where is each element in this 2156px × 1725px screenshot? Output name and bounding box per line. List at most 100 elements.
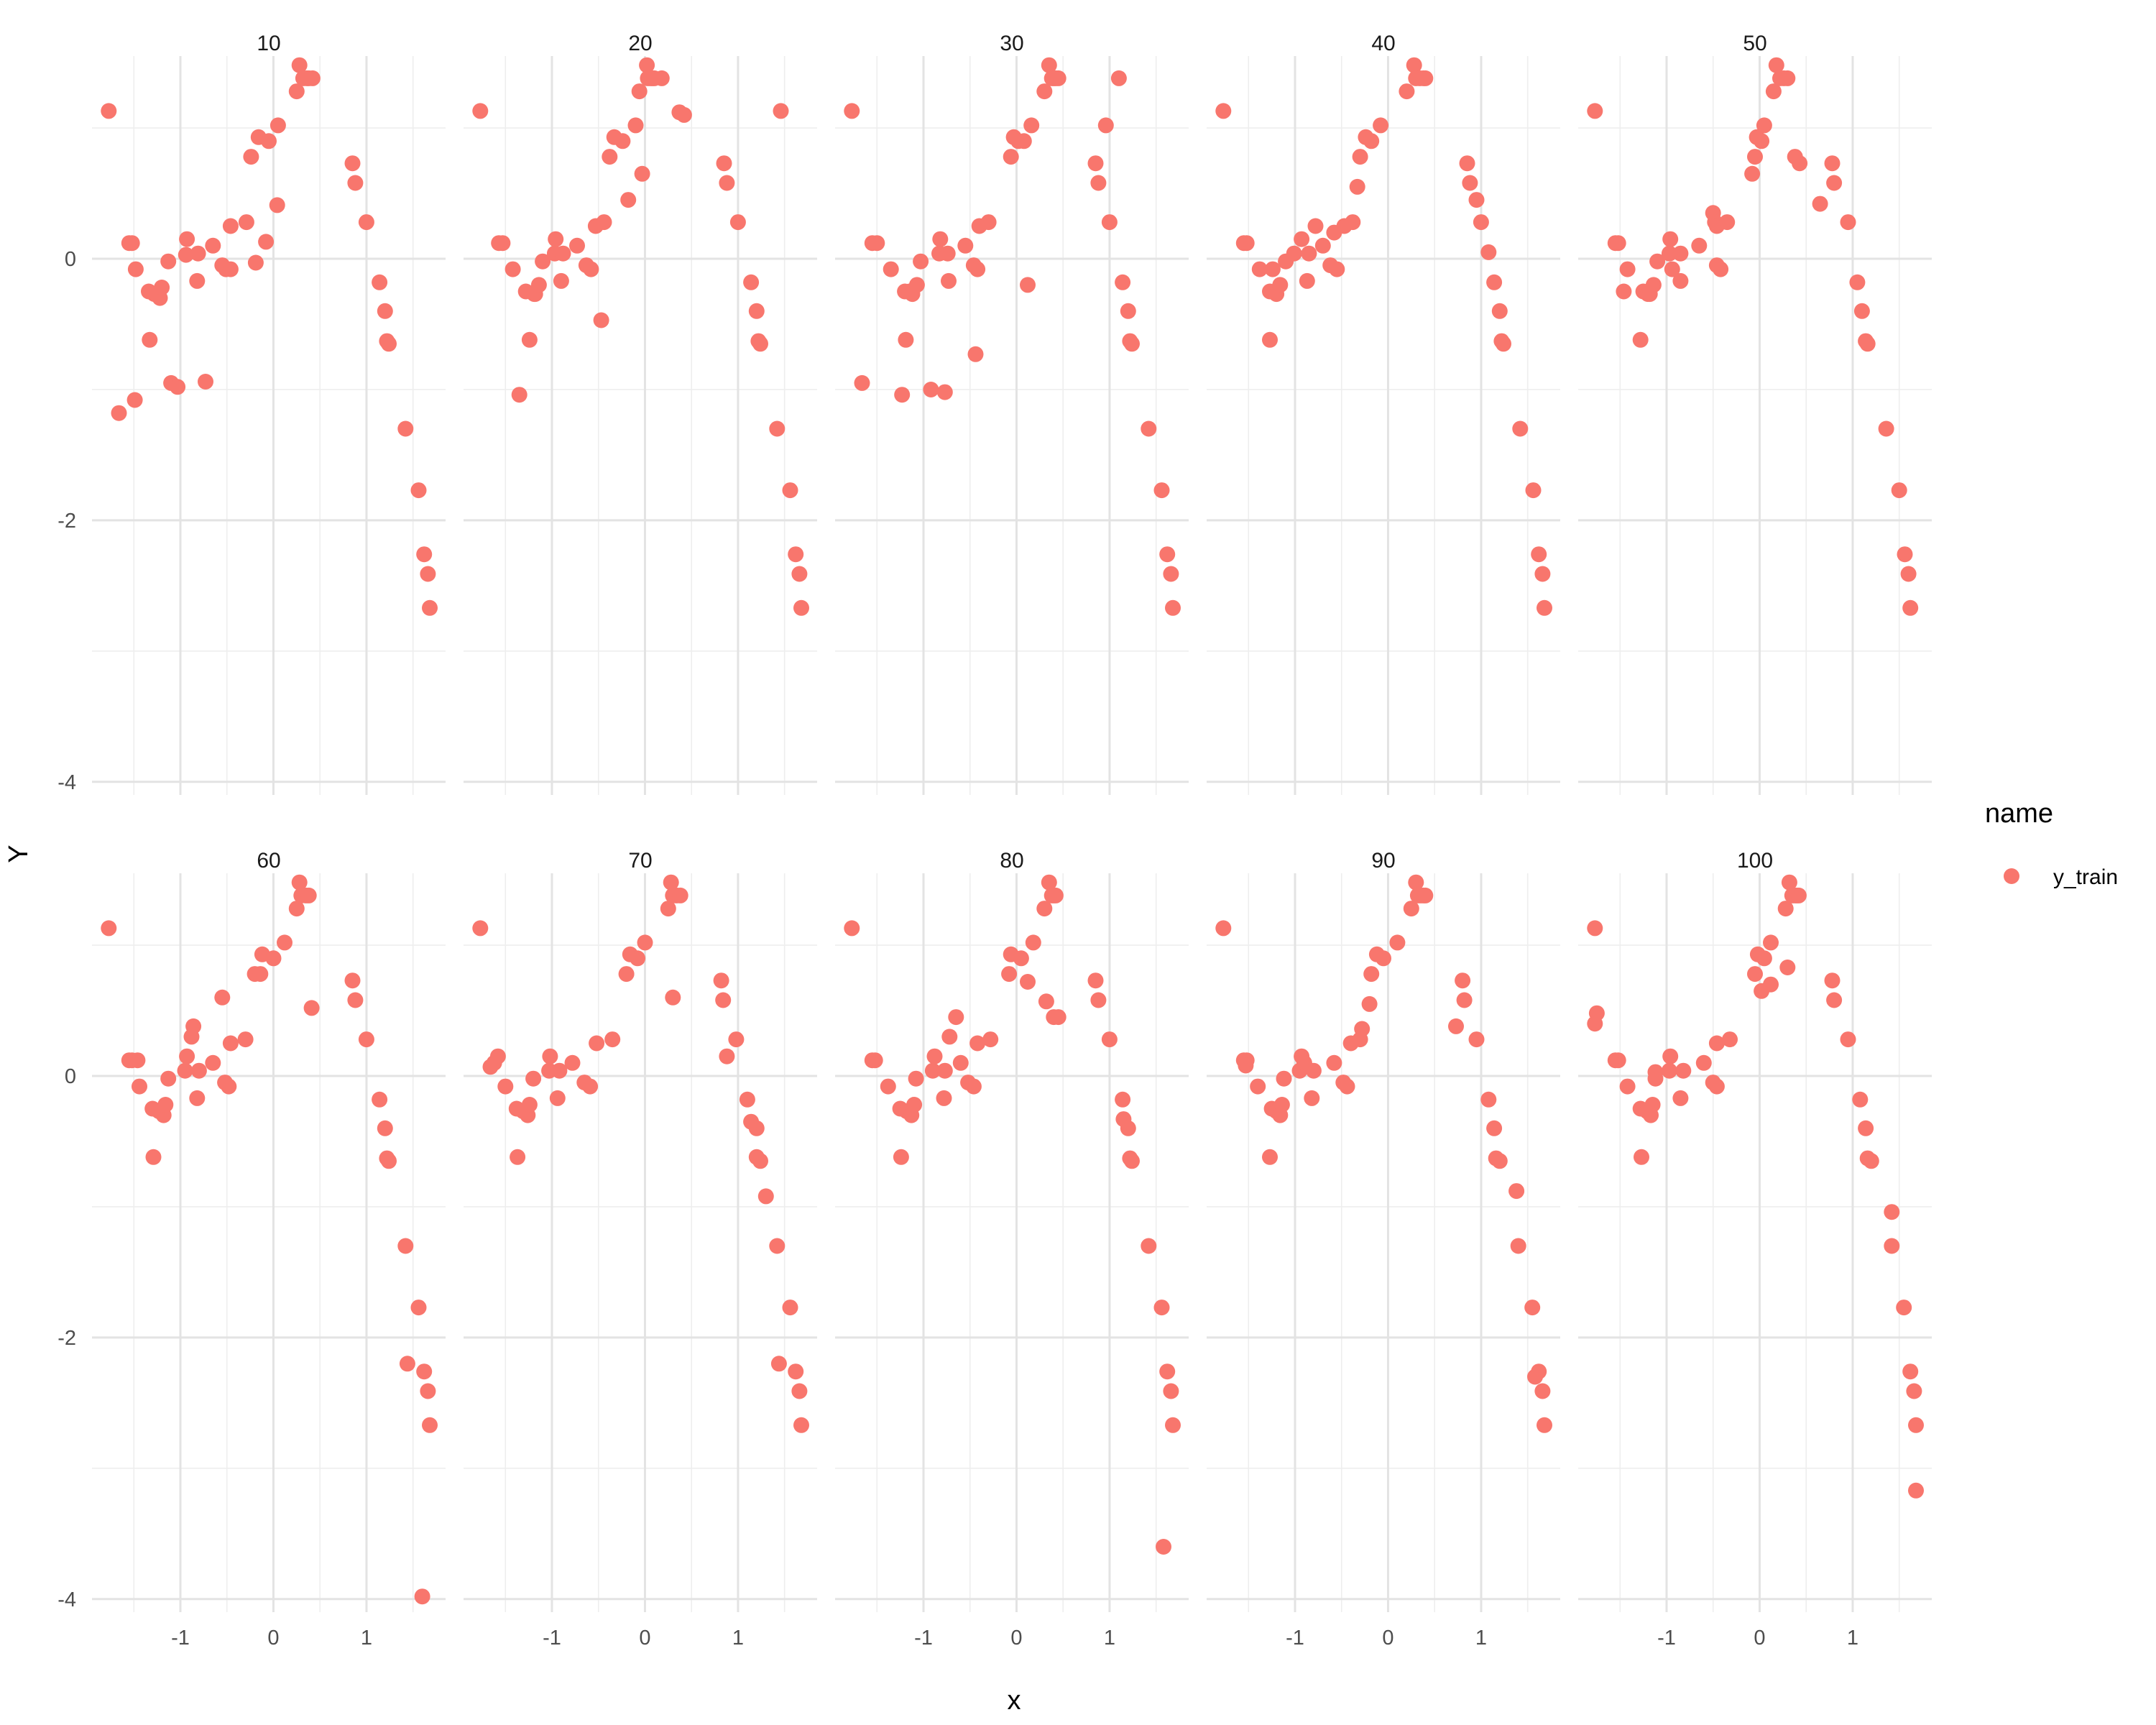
- data-point: [347, 992, 364, 1008]
- facet-panel-70: 70: [464, 849, 817, 1612]
- data-point: [653, 70, 670, 86]
- facet-label-30: 30: [1000, 32, 1023, 55]
- data-point: [614, 133, 631, 150]
- data-point: [1120, 303, 1136, 319]
- data-point: [525, 1070, 542, 1087]
- data-point: [1863, 1153, 1879, 1169]
- y-tick-label: -4: [57, 1588, 76, 1611]
- data-point: [1159, 1363, 1176, 1380]
- data-point: [381, 336, 397, 352]
- data-point: [1036, 901, 1053, 917]
- data-point: [898, 331, 914, 348]
- data-point: [1537, 599, 1552, 616]
- data-point: [1036, 83, 1053, 100]
- data-point: [1765, 83, 1782, 100]
- data-point: [936, 384, 953, 400]
- facet-label-10: 10: [257, 32, 280, 55]
- facet-panel-60: 60: [92, 849, 446, 1612]
- data-point: [1722, 1031, 1738, 1048]
- data-point: [1534, 1383, 1551, 1399]
- data-point: [1286, 245, 1302, 262]
- data-point: [101, 103, 117, 119]
- data-point: [788, 1363, 804, 1380]
- data-point: [757, 1188, 774, 1205]
- data-point: [222, 1035, 239, 1052]
- data-point: [1610, 1052, 1626, 1069]
- data-point: [221, 1078, 237, 1095]
- data-point: [472, 920, 489, 937]
- data-point: [222, 218, 239, 234]
- data-point: [127, 261, 144, 277]
- data-point: [769, 1238, 786, 1254]
- data-point: [1719, 214, 1736, 231]
- data-point: [1859, 336, 1876, 352]
- data-point: [604, 1031, 621, 1048]
- data-point: [205, 237, 221, 254]
- data-point: [1840, 1031, 1856, 1048]
- data-point: [261, 133, 277, 150]
- data-point: [1020, 277, 1036, 293]
- data-point: [1619, 261, 1636, 277]
- x-tick-label: 1: [361, 1627, 372, 1650]
- data-point: [1417, 887, 1434, 903]
- data-point: [1672, 272, 1689, 289]
- data-point: [582, 1078, 599, 1095]
- data-point: [1301, 245, 1317, 262]
- data-point: [1141, 1238, 1157, 1254]
- data-point: [791, 566, 808, 582]
- facet-label-100: 100: [1737, 849, 1773, 873]
- data-point: [1468, 1031, 1485, 1048]
- data-point: [505, 261, 521, 277]
- data-point: [663, 874, 679, 891]
- data-point: [1001, 966, 1018, 983]
- data-point: [397, 1238, 414, 1254]
- data-point: [1908, 1482, 1924, 1499]
- data-point: [1891, 482, 1907, 499]
- data-point: [1403, 901, 1419, 917]
- data-point: [1041, 57, 1057, 73]
- data-point: [1329, 261, 1345, 277]
- legend-title: name: [1985, 799, 2053, 829]
- data-point: [1661, 245, 1677, 262]
- data-point: [247, 254, 264, 271]
- data-point: [270, 117, 286, 134]
- data-point: [237, 1031, 254, 1048]
- data-point: [1015, 133, 1032, 150]
- y-tick-label: 0: [65, 1065, 76, 1088]
- data-point: [1491, 1153, 1508, 1169]
- data-point: [178, 247, 194, 263]
- data-point: [132, 1078, 147, 1095]
- data-point: [1025, 934, 1041, 951]
- x-tick-label: 1: [1847, 1627, 1858, 1650]
- data-point: [420, 566, 436, 582]
- data-point: [1163, 1383, 1179, 1399]
- data-point: [1672, 1090, 1689, 1106]
- data-point: [1634, 1149, 1649, 1165]
- data-point: [793, 599, 809, 616]
- data-point: [1101, 1031, 1118, 1048]
- data-point: [1691, 237, 1708, 254]
- data-point: [1354, 1021, 1370, 1037]
- data-point: [1900, 566, 1917, 582]
- data-point: [344, 972, 361, 989]
- data-point: [304, 70, 321, 86]
- x-tick-label: -1: [914, 1627, 933, 1650]
- data-point: [1756, 117, 1772, 134]
- facet-label-40: 40: [1371, 32, 1395, 55]
- data-point: [936, 1090, 952, 1106]
- data-point: [1480, 1091, 1497, 1108]
- data-point: [941, 272, 957, 289]
- data-point: [381, 1153, 397, 1169]
- data-point: [1781, 874, 1797, 891]
- x-tick-label: -1: [171, 1627, 190, 1650]
- data-point: [1708, 1078, 1725, 1095]
- data-point: [530, 277, 547, 293]
- data-point: [129, 1052, 146, 1069]
- x-axis-title: x: [1008, 1685, 1021, 1716]
- data-point: [1417, 70, 1434, 86]
- data-point: [497, 1078, 514, 1095]
- data-point: [1456, 992, 1473, 1008]
- data-point: [377, 303, 393, 319]
- data-point: [548, 231, 564, 247]
- data-point: [1896, 1300, 1912, 1316]
